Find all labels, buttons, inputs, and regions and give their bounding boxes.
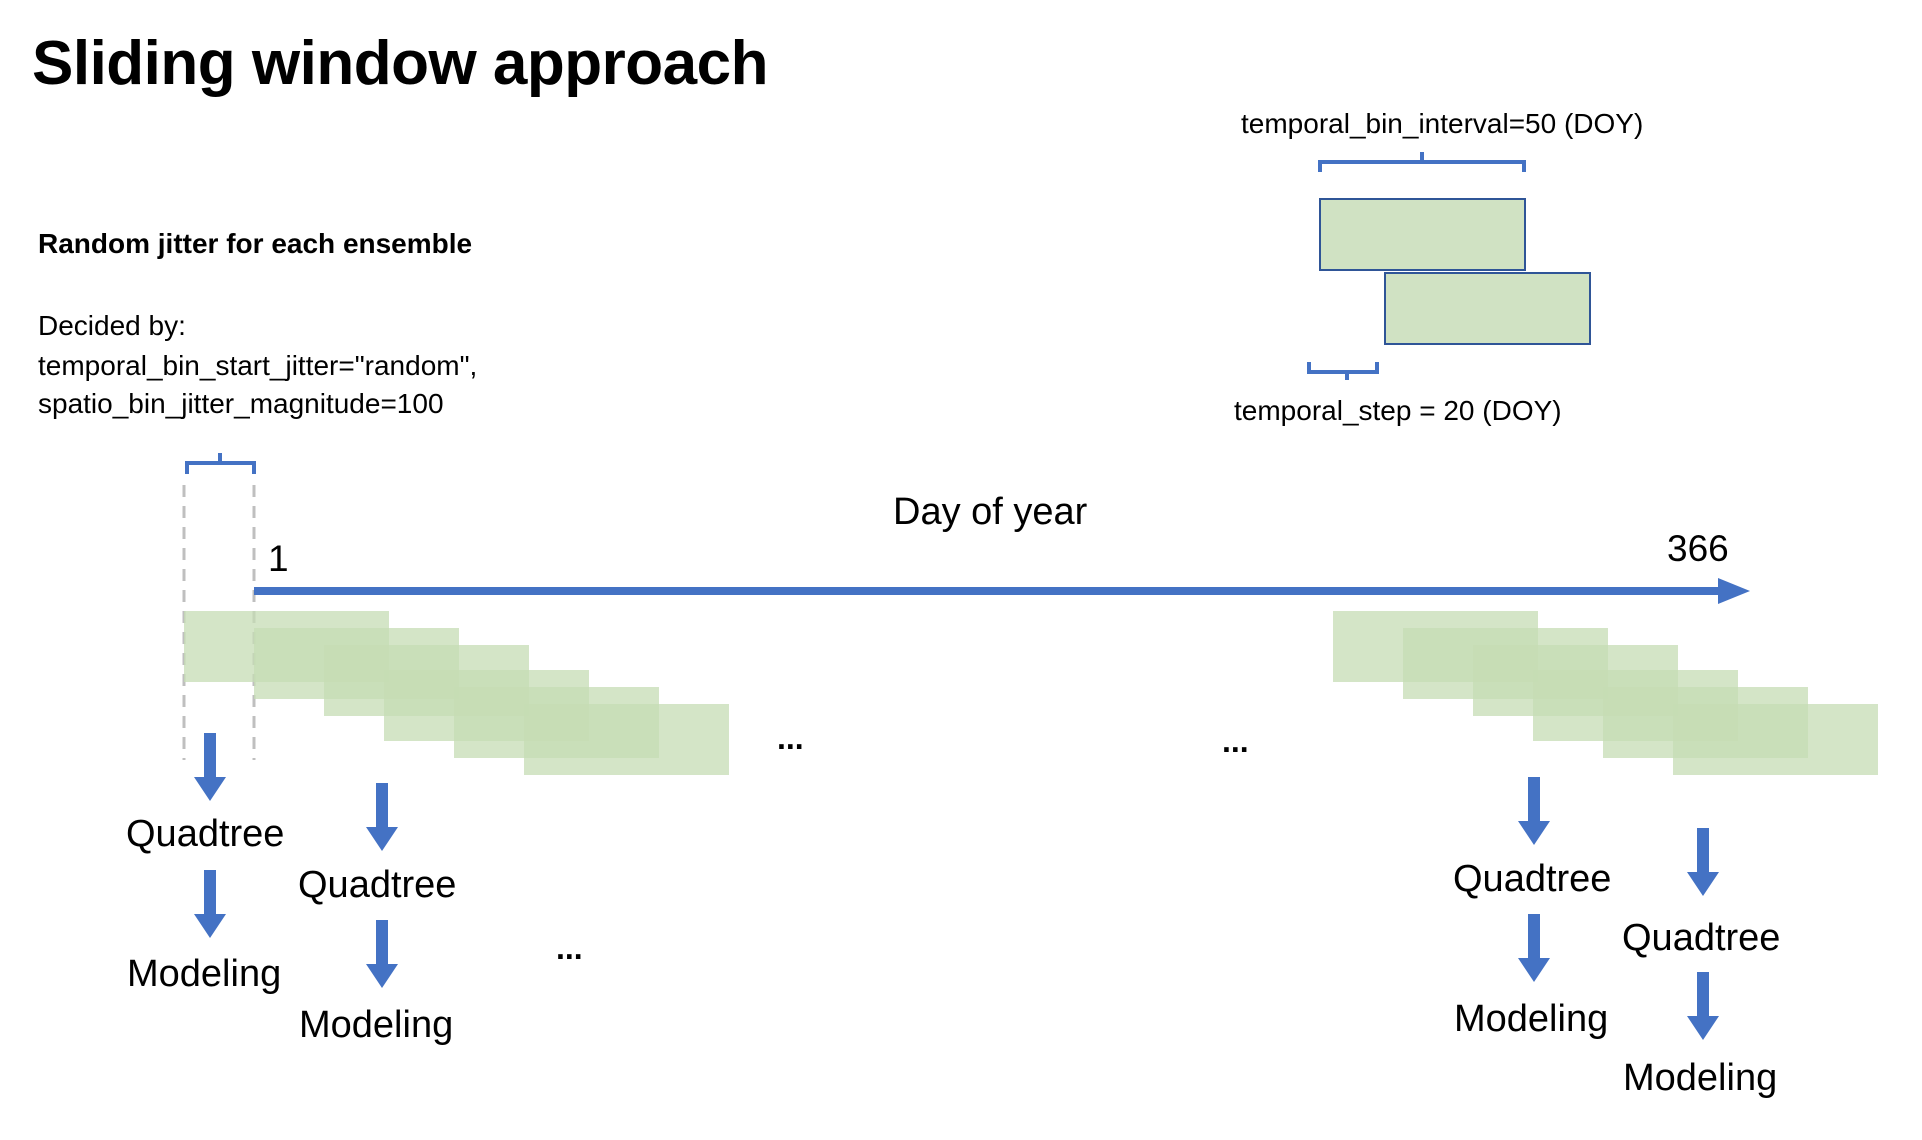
quadtree-label-4: Quadtree xyxy=(1622,917,1781,959)
arrow-col1-b xyxy=(194,870,226,938)
interval-bracket xyxy=(1318,152,1526,172)
modeling-label-3: Modeling xyxy=(1454,998,1609,1040)
arrow-col2-a xyxy=(366,783,398,851)
arrow-col1-a xyxy=(194,733,226,801)
jitter-bracket xyxy=(185,453,256,474)
ellipsis-bottom: ... xyxy=(556,930,583,966)
arrow-col3-a xyxy=(1518,777,1550,845)
arrow-col4-b xyxy=(1687,972,1719,1040)
modeling-label-4: Modeling xyxy=(1623,1057,1778,1099)
jitter-heading: Random jitter for each ensemble xyxy=(38,228,473,259)
axis-end-label: 366 xyxy=(1667,528,1729,569)
legend-window-box-2 xyxy=(1384,272,1591,345)
step-label: temporal_step = 20 (DOY) xyxy=(1234,395,1562,426)
arrow-col3-b xyxy=(1518,914,1550,982)
legend-window-box-1 xyxy=(1319,198,1526,271)
window-r6 xyxy=(1673,704,1878,775)
ellipsis-top-left: ... xyxy=(777,720,804,756)
page-title: Sliding window approach xyxy=(32,29,768,98)
flow-arrows xyxy=(194,733,1719,1040)
left-window-cluster xyxy=(184,611,729,775)
modeling-label-1: Modeling xyxy=(127,953,282,995)
arrow-col4-a xyxy=(1687,828,1719,896)
axis-arrowhead xyxy=(1718,578,1750,604)
quadtree-label-3: Quadtree xyxy=(1453,858,1612,900)
step-bracket xyxy=(1307,362,1379,380)
quadtree-label-2: Quadtree xyxy=(298,864,457,906)
jitter-param-magnitude: spatio_bin_jitter_magnitude=100 xyxy=(38,388,444,419)
decided-by-label: Decided by: xyxy=(38,310,186,341)
modeling-label-2: Modeling xyxy=(299,1004,454,1046)
arrow-col2-b xyxy=(366,920,398,988)
right-window-cluster xyxy=(1333,611,1878,775)
axis-title: Day of year xyxy=(893,491,1088,533)
ellipsis-top-right: ... xyxy=(1222,723,1249,759)
window-5 xyxy=(524,704,729,775)
interval-label: temporal_bin_interval=50 (DOY) xyxy=(1241,108,1644,139)
quadtree-label-1: Quadtree xyxy=(126,813,285,855)
axis-start-label: 1 xyxy=(268,538,289,579)
jitter-param-start: temporal_bin_start_jitter="random", xyxy=(38,350,478,381)
